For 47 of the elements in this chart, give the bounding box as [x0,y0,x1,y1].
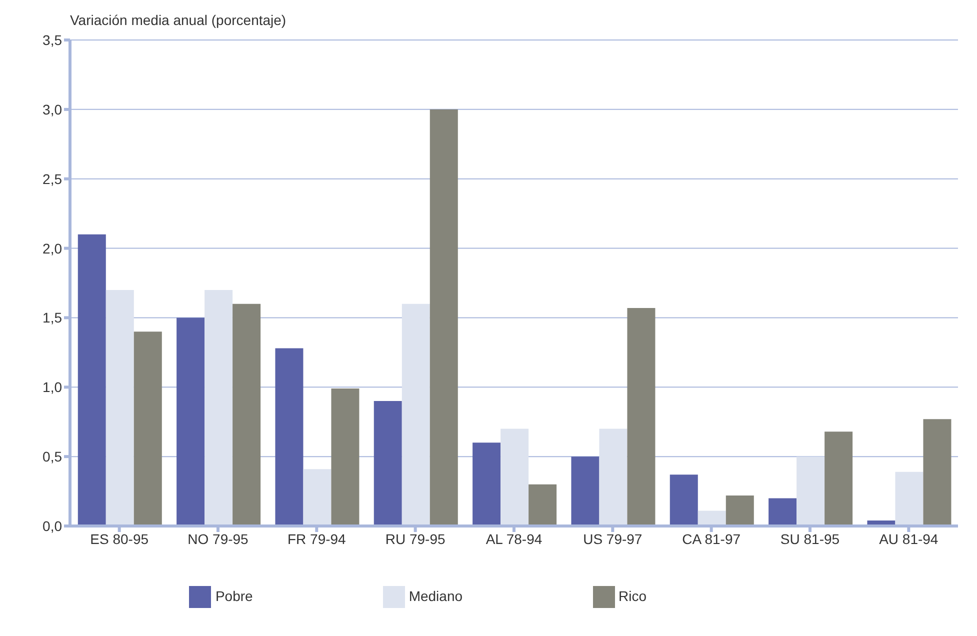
bar [232,304,261,526]
bar [303,469,332,526]
y-tick-label: 1,5 [42,310,62,326]
bar [698,510,726,526]
y-axis-title: Variación media anual (porcentaje) [70,12,286,28]
y-tick-label: 0,5 [42,448,62,465]
bar [571,456,600,526]
bar [472,442,501,526]
bar [500,428,529,526]
legend-label: Rico [618,588,647,604]
bar [106,290,134,526]
x-tick-label: AL 78-94 [486,530,542,547]
bar [78,234,106,526]
x-tick-label: ES 80-95 [90,530,149,547]
x-tick-label: AU 81-94 [879,530,938,547]
y-tick-label: 1,0 [42,379,62,396]
bar [726,495,754,526]
bar [824,432,853,526]
bar [923,419,952,526]
bar [331,388,360,526]
bar [204,290,233,526]
legend-label: Mediano [408,588,463,604]
y-tick-label: 3,0 [42,101,62,118]
y-tick-label: 2,0 [42,240,62,256]
y-tick-label: 2,5 [42,170,62,187]
bar [275,348,304,526]
bar [402,304,430,526]
bar [176,318,205,526]
x-tick-label: FR 79-94 [287,530,346,547]
bar [430,109,458,526]
x-tick-label: NO 79-95 [188,530,249,547]
y-tick-label: 0,0 [42,518,62,534]
bar [528,484,557,526]
bar [796,456,825,526]
x-tick-label: CA 81-97 [682,530,741,547]
x-tick-label: RU 79-95 [385,530,446,547]
bar [670,474,698,526]
y-tick-label: 3,5 [42,32,62,48]
bar [599,428,628,526]
bar [374,401,402,526]
bar [895,472,924,526]
bar [768,498,797,526]
bar [627,308,656,526]
legend-label: Pobre [215,588,253,604]
bar [134,332,162,526]
x-tick-label: SU 81-95 [780,530,840,547]
x-tick-label: US 79-97 [583,530,642,547]
